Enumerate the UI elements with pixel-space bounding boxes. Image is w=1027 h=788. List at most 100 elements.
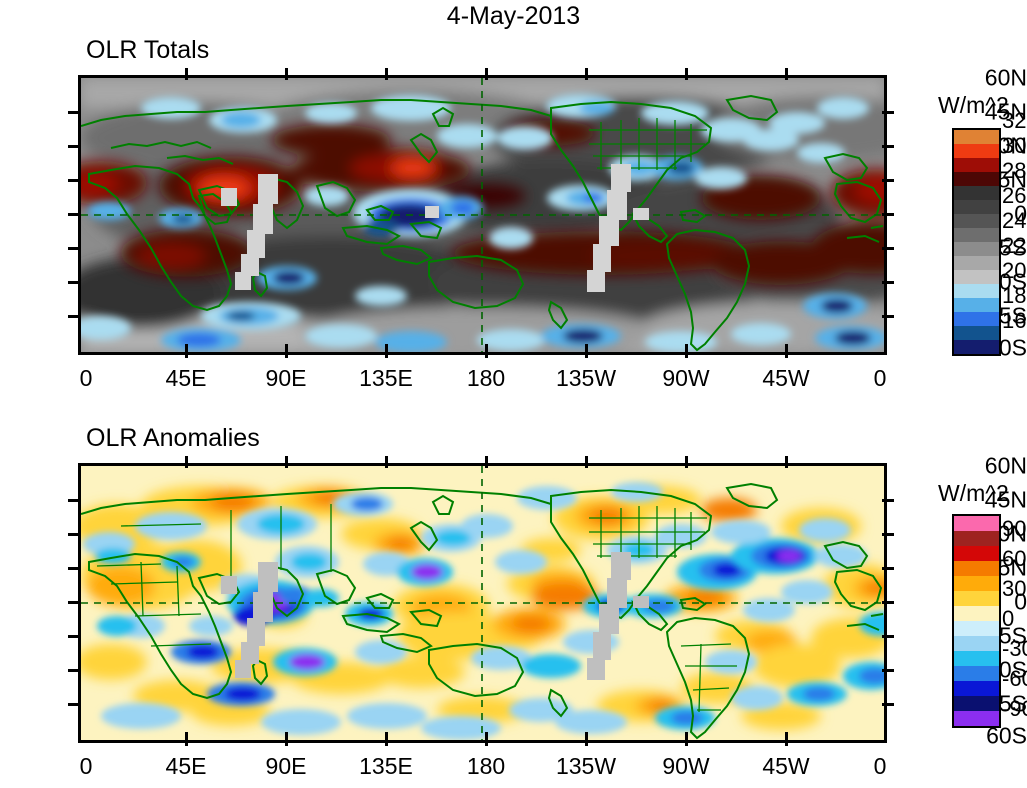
tick [68, 145, 80, 148]
figure-title: 4-May-2013 [446, 2, 581, 30]
tick [882, 601, 894, 604]
xlabel-90e: 90E [265, 753, 307, 779]
map-canvas-anomalies [81, 466, 884, 740]
tick [185, 732, 188, 746]
colorbar-band [954, 576, 999, 591]
tick [68, 567, 80, 570]
tick [385, 456, 388, 468]
colorbar-band [954, 531, 999, 546]
colorbar-band [954, 696, 999, 711]
cb-tick-60: 60 [1002, 546, 1027, 571]
tick [68, 281, 80, 284]
panel-olr-anomalies: OLR Anomalies [0, 388, 1027, 788]
tick [285, 344, 288, 358]
tick [185, 344, 188, 358]
colorbar-band [954, 284, 999, 298]
cb-tick-n60: -60 [1002, 666, 1027, 691]
colorbar-band [954, 130, 999, 144]
xlabel-45e: 45E [165, 365, 207, 391]
colorbar-band [954, 186, 999, 200]
tick [68, 179, 80, 182]
xlabel-0: 0 [79, 753, 93, 779]
coastlines-totals [81, 94, 884, 352]
ylabel-45n: 45N [984, 486, 1027, 513]
missing-data-swath-anomalies [221, 552, 649, 680]
xlabel-0: 0 [79, 365, 93, 391]
tick [385, 344, 388, 358]
tick [68, 315, 80, 318]
colorbar-band [954, 681, 999, 696]
tick [485, 732, 488, 746]
tick [485, 68, 488, 80]
colorbar-band [954, 606, 999, 621]
tick [285, 68, 288, 80]
cb-tick-n90: -90 [1002, 696, 1027, 721]
tick [882, 703, 894, 706]
map-olr-anomalies[interactable] [78, 463, 887, 743]
cb-tick-200: 200 [1002, 258, 1027, 283]
tick [68, 247, 80, 250]
cb-tick-320: 320 [1002, 108, 1027, 133]
cb-tick-160: 160 [1002, 308, 1027, 333]
colorbar-band [954, 158, 999, 172]
colorbar-band [954, 516, 999, 531]
ylabel-eq: 0 [1014, 588, 1027, 615]
tick [68, 703, 80, 706]
xlabel-135e: 135E [359, 753, 413, 779]
tick [385, 68, 388, 80]
tick [68, 533, 80, 536]
tick [882, 213, 894, 216]
tick [585, 732, 588, 746]
tick [785, 732, 788, 746]
tick [385, 732, 388, 746]
cb-tick-280: 280 [1002, 158, 1027, 183]
tick [685, 344, 688, 358]
cb-tick-30: 30 [1002, 576, 1027, 601]
tick [185, 68, 188, 80]
tick [485, 456, 488, 468]
panel-label-anomalies: OLR Anomalies [86, 424, 260, 452]
tick [882, 145, 894, 148]
colorbar-band [954, 546, 999, 561]
cb-tick-300: 300 [1002, 133, 1027, 158]
panel-label-totals: OLR Totals [86, 36, 210, 64]
tick [285, 456, 288, 468]
map-canvas-totals [81, 78, 884, 352]
tick [785, 456, 788, 468]
cb-tick-0: 0 [1002, 606, 1015, 631]
colorbar-band [954, 298, 999, 312]
colorbar-anomalies[interactable] [952, 514, 1001, 728]
tick [585, 68, 588, 80]
colorbar-band [954, 200, 999, 214]
xlabel-90w: 90W [662, 753, 710, 779]
map-olr-totals[interactable] [78, 75, 887, 355]
colorbar-band [954, 621, 999, 636]
tick [285, 732, 288, 746]
tick [68, 213, 80, 216]
colorbar-unit-totals: W/m^2 [938, 92, 1009, 118]
tick [882, 499, 894, 502]
xlabel-360: 0 [873, 753, 887, 779]
ylabel-eq: 0 [1014, 200, 1027, 227]
colorbar-band [954, 214, 999, 228]
tick [882, 179, 894, 182]
tick [882, 111, 894, 114]
xlabel-180: 180 [466, 365, 506, 391]
colorbar-band [954, 591, 999, 606]
tick [68, 635, 80, 638]
ylabel-45n: 45N [984, 98, 1027, 125]
cb-tick-180: 180 [1002, 283, 1027, 308]
colorbar-band [954, 172, 999, 186]
colorbar-band [954, 636, 999, 651]
reference-lines-totals [81, 78, 884, 352]
cb-tick-240: 240 [1002, 208, 1027, 233]
colorbar-totals[interactable] [952, 128, 1001, 356]
missing-data-swath-totals [221, 164, 649, 292]
tick [685, 732, 688, 746]
tick [882, 533, 894, 536]
xlabel-45w: 45W [762, 753, 810, 779]
tick [882, 315, 894, 318]
coastlines-anomalies [81, 482, 884, 740]
tick [785, 68, 788, 80]
